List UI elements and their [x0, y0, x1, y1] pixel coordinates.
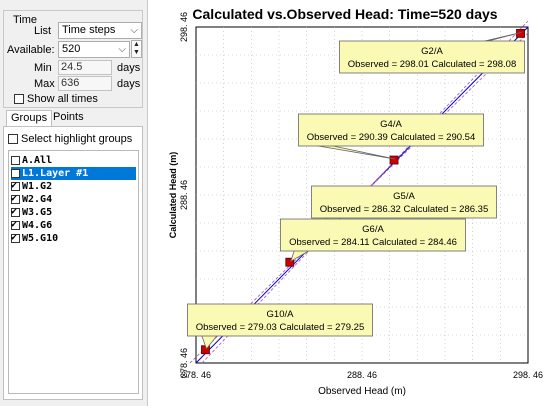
x-axis-label: Observed Head (m)	[318, 386, 406, 397]
group-item[interactable]: W3.G5	[11, 205, 136, 219]
spin-down-icon[interactable]: ▼	[133, 49, 140, 56]
data-point-marker	[389, 155, 399, 165]
group-checkbox[interactable]	[11, 155, 20, 165]
tab-points[interactable]: Points	[53, 111, 84, 123]
point-callout: G2/A Observed = 298.01 Calculated = 298.0…	[339, 31, 525, 74]
list-label: List	[34, 25, 52, 37]
select-highlight-groups-checkbox[interactable]: Select highlight groups	[8, 133, 132, 145]
min-label: Min	[34, 62, 52, 74]
show-all-times-box[interactable]	[14, 94, 24, 105]
group-checkbox[interactable]	[11, 218, 20, 231]
group-item[interactable]: W1.G2	[11, 179, 136, 193]
callout-box	[187, 303, 373, 337]
group-label: W1.G2	[22, 181, 53, 192]
select-highlight-groups-box[interactable]	[8, 134, 18, 145]
callouts: G2/A Observed = 298.01 Calculated = 298.0…	[187, 31, 525, 350]
y-tick-label: 278. 46	[179, 348, 189, 378]
group-label: L1.Layer #1	[22, 168, 89, 179]
max-label: Max	[34, 78, 55, 90]
group-label: W3.G5	[22, 207, 53, 218]
group-item[interactable]: A.All	[11, 154, 136, 167]
available-spinner[interactable]: ▲ ▼	[131, 40, 142, 58]
callout-name: G10/A	[267, 309, 295, 320]
group-item[interactable]: W2.G4	[11, 192, 136, 206]
x-tick-label: 278. 46	[181, 370, 211, 380]
x-tick-label: 288. 46	[347, 370, 377, 380]
list-dropdown[interactable]: Time steps ⌵	[58, 22, 142, 39]
chart-area: Calculated vs.Observed Head: Time=520 da…	[150, 0, 550, 406]
callout-values: Observed = 284.11 Calculated = 284.46	[289, 237, 457, 248]
min-unit: days	[117, 62, 141, 74]
group-item[interactable]: L1.Layer #1	[11, 167, 136, 180]
chart-title: Calculated vs.Observed Head: Time=520 da…	[192, 6, 497, 22]
callout-values: Observed = 279.03 Calculated = 279.25	[196, 322, 364, 333]
callout-box	[311, 185, 497, 219]
list-dropdown-value: Time steps	[62, 24, 116, 36]
point-callout: G4/A Observed = 290.39 Calculated = 290.5…	[298, 113, 484, 160]
tab-groups[interactable]: Groups	[6, 110, 53, 126]
callout-values: Observed = 290.39 Calculated = 290.54	[307, 132, 475, 143]
groups-tab-panel: Select highlight groups A.All L1.Layer #1…	[3, 126, 143, 400]
groups-list[interactable]: A.All L1.Layer #1 W1.G2 W2.G4 W3.G5 W4.G6 W5.G…	[8, 150, 139, 394]
group-item[interactable]: W4.G6	[11, 218, 136, 232]
data-point-marker	[285, 257, 295, 267]
callout-name: G2/A	[421, 46, 443, 57]
time-group-title: Time	[11, 14, 40, 26]
group-label: W4.G6	[22, 220, 53, 231]
callout-values: Observed = 286.32 Calculated = 286.35	[320, 204, 488, 215]
max-unit: days	[117, 78, 141, 90]
min-field[interactable]: 24.5	[58, 60, 112, 75]
callout-name: G5/A	[393, 191, 415, 202]
show-all-times-checkbox[interactable]: Show all times	[14, 93, 98, 105]
callout-box	[339, 40, 525, 74]
callout-name: G6/A	[362, 224, 384, 235]
callout-box	[298, 113, 484, 147]
select-highlight-groups-label: Select highlight groups	[21, 133, 133, 145]
group-label: A.All	[22, 155, 53, 166]
group-checkbox[interactable]	[11, 168, 20, 178]
group-checkbox[interactable]	[11, 192, 20, 205]
y-tick-label: 288. 46	[179, 180, 189, 210]
callout-values: Observed = 298.01 Calculated = 298.08	[348, 59, 516, 70]
point-callout: G6/A Observed = 284.11 Calculated = 284.4…	[280, 218, 466, 263]
control-panel: Time List Time steps ⌵ Available: 520 ⌵ …	[0, 0, 148, 406]
group-label: W5.G10	[22, 233, 59, 244]
available-dropdown-value: 520	[62, 43, 81, 55]
max-field[interactable]: 636	[58, 76, 112, 91]
scatter-chart: Calculated vs.Observed Head: Time=520 da…	[168, 6, 543, 397]
available-dropdown[interactable]: 520 ⌵	[58, 41, 130, 58]
y-axis-label: Calculated Head (m)	[168, 152, 178, 239]
point-callout: G5/A Observed = 286.32 Calculated = 286.3…	[311, 185, 497, 231]
callout-name: G4/A	[380, 119, 402, 130]
spin-up-icon[interactable]: ▲	[133, 41, 140, 48]
chevron-down-icon: ⌵	[130, 25, 138, 36]
y-tick-label: 298. 46	[179, 12, 189, 42]
x-tick-label: 298. 46	[513, 370, 543, 380]
available-label: Available:	[7, 44, 55, 56]
show-all-times-label: Show all times	[27, 93, 98, 105]
group-checkbox[interactable]	[11, 205, 20, 218]
group-checkbox[interactable]	[11, 179, 20, 192]
time-group: Time List Time steps ⌵ Available: 520 ⌵ …	[3, 10, 143, 108]
point-callout: G10/A Observed = 279.03 Calculated = 279.…	[187, 303, 373, 350]
group-label: W2.G4	[22, 194, 53, 205]
chevron-down-icon: ⌵	[118, 44, 126, 55]
callout-box	[280, 218, 466, 252]
group-checkbox[interactable]	[11, 231, 20, 244]
group-item[interactable]: W5.G10	[11, 231, 136, 245]
